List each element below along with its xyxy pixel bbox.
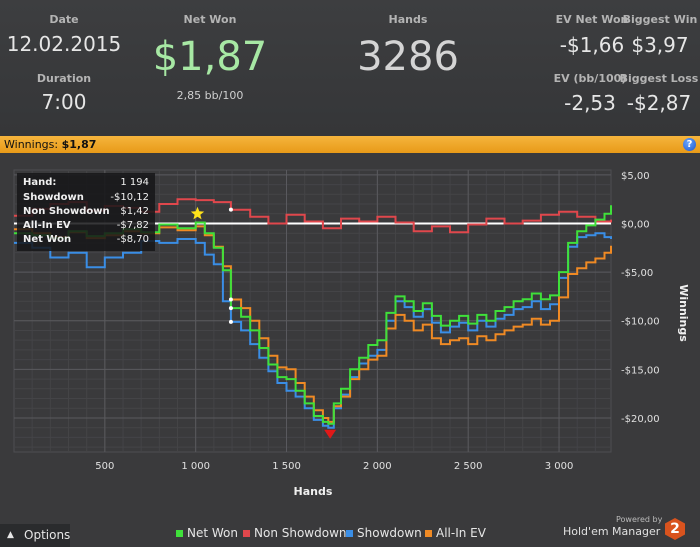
legend-label: Showdown: [357, 526, 422, 540]
tooltip-label: All-In EV: [23, 220, 71, 231]
legend-label: All-In EV: [436, 526, 486, 540]
options-label: Options: [24, 528, 71, 542]
winnings-bar: Winnings: $1,87 ?: [0, 136, 700, 153]
duration-label: Duration: [36, 72, 92, 85]
hem2-logo-icon: 2: [665, 518, 685, 540]
winnings-value: $1,87: [61, 138, 97, 151]
biggest-loss-value: -$2,87: [626, 91, 692, 115]
biggest-loss-label: Biggest Loss: [619, 72, 699, 85]
duration-value: 7:00: [41, 90, 87, 114]
y-tick-label: $0,00: [621, 219, 650, 230]
net-won-label: Net Won: [183, 13, 237, 26]
tooltip-value: $1,42: [120, 206, 149, 217]
x-axis-label: Hands: [294, 485, 333, 498]
legend-non-showdown[interactable]: Non Showdown: [243, 526, 347, 540]
hover-dot: [228, 306, 233, 311]
hover-dot: [228, 319, 233, 324]
y-tick-label: -$5,00: [621, 268, 653, 279]
tooltip-row-net-won: Net Won -$8,70: [23, 234, 149, 248]
series-line-all-in-ev: [14, 225, 612, 423]
ev-net-won-label: EV Net Won: [555, 13, 629, 26]
y-tick-label: -$10,00: [621, 317, 660, 328]
tooltip-row-non-showdown: Non Showdown $1,42: [23, 206, 149, 220]
ev-bb-value: -2,53: [564, 91, 616, 115]
biggest-win-value: $3,97: [631, 33, 689, 57]
y-tick-label: -$20,00: [621, 414, 660, 425]
ev-net-won-value: -$1,66: [559, 33, 625, 57]
hover-dot: [228, 297, 233, 302]
legend-swatch: [176, 530, 183, 537]
brand-name: Hold'em Manager: [563, 525, 661, 538]
net-won-value: $1,87: [152, 34, 268, 80]
options-button[interactable]: ▲ Options: [0, 524, 70, 547]
tooltip-row-all-in-ev: All-In EV -$7,82: [23, 220, 149, 234]
stats-header: Date 12.02.2015 Duration 7:00 Net Won $1…: [0, 0, 700, 136]
tooltip-row-hand: Hand: 1 194: [23, 177, 149, 191]
legend-swatch: [425, 530, 432, 537]
hover-tooltip: Hand: 1 194 Showdown -$10,12 Non Showdow…: [17, 173, 155, 251]
x-tick-label: 500: [95, 461, 114, 472]
x-tick-label: 1 500: [272, 461, 301, 472]
legend-all-in-ev[interactable]: All-In EV: [425, 526, 486, 540]
series-line-net-won: [14, 205, 612, 425]
legend-net-won[interactable]: Net Won: [176, 526, 238, 540]
tooltip-row-showdown: Showdown -$10,12: [23, 192, 149, 206]
legend-label: Non Showdown: [254, 526, 347, 540]
legend-showdown[interactable]: Showdown: [346, 526, 422, 540]
tooltip-value: 1 194: [120, 177, 149, 188]
y-axis-label: Winnings: [677, 284, 690, 342]
hands-value: 3286: [357, 34, 459, 80]
x-tick-label: 2 500: [454, 461, 483, 472]
hover-dot: [228, 207, 233, 212]
chart-markers: [190, 206, 337, 439]
legend-swatch: [243, 530, 250, 537]
tooltip-label: Showdown: [23, 192, 84, 203]
bb-per-100: 2,85 bb/100: [176, 89, 244, 102]
tooltip-value: -$7,82: [116, 220, 149, 231]
tooltip-label: Non Showdown: [23, 206, 110, 217]
ev-bb-label: EV (bb/100): [553, 72, 627, 85]
y-tick-label: -$15,00: [621, 365, 660, 376]
biggest-win-label: Biggest Win: [622, 13, 698, 26]
winnings-label: Winnings:: [4, 138, 59, 151]
winnings-summary: Winnings: $1,87: [4, 136, 96, 153]
powered-by: Powered by: [616, 515, 663, 524]
tooltip-value: -$8,70: [116, 234, 149, 245]
x-tick-label: 3 000: [545, 461, 574, 472]
tooltip-label: Hand:: [23, 177, 57, 188]
tooltip-value: -$10,12: [110, 192, 149, 203]
legend-swatch: [346, 530, 353, 537]
y-tick-label: $5,00: [621, 171, 650, 182]
date-value: 12.02.2015: [6, 32, 122, 56]
chart-ticks: $5,00 $0,00 -$5,00 -$10,00 -$15,00 -$20,00 500…: [95, 171, 659, 472]
date-label: Date: [49, 13, 79, 26]
down-triangle-marker-icon: [324, 429, 337, 439]
options-chevron-icon: ▲: [7, 530, 14, 540]
x-tick-label: 1 000: [181, 461, 210, 472]
legend-label: Net Won: [187, 526, 238, 540]
star-marker-icon: [190, 206, 205, 220]
help-icon[interactable]: ?: [683, 138, 696, 151]
tooltip-label: Net Won: [23, 234, 72, 245]
x-tick-label: 2 000: [363, 461, 392, 472]
hands-label: Hands: [388, 13, 428, 26]
